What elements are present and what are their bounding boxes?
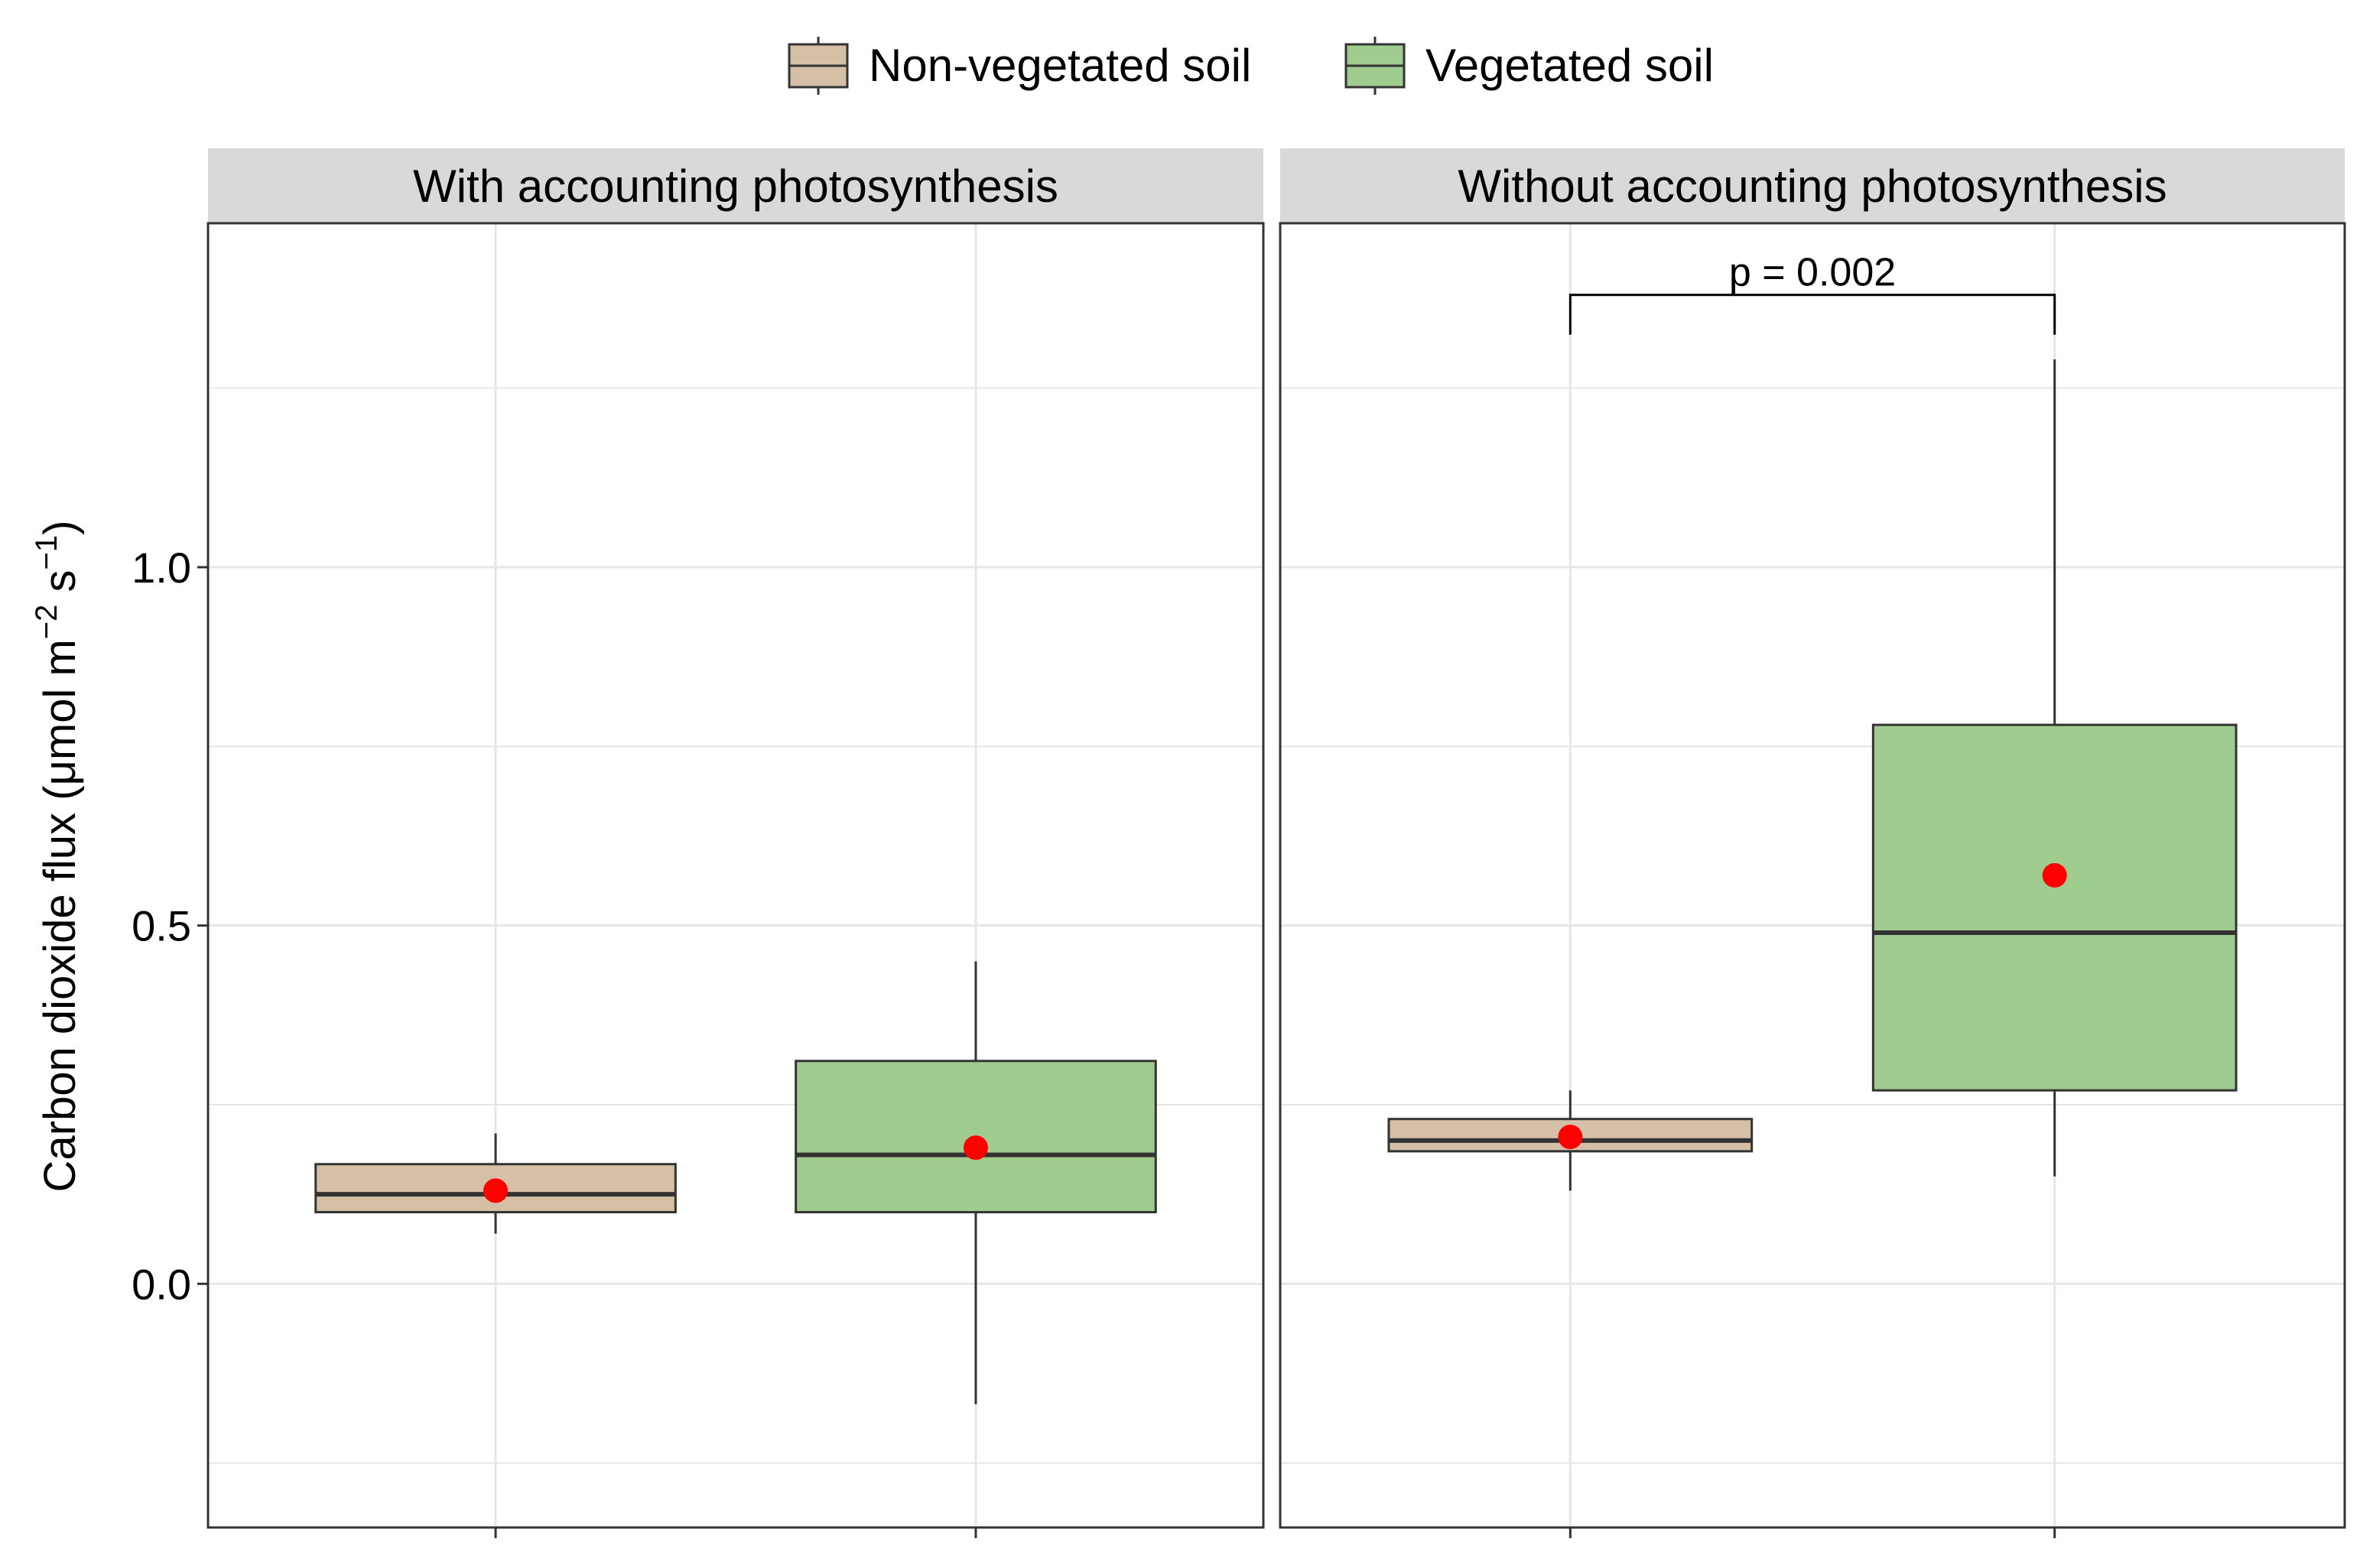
- y-axis-label: Carbon dioxide flux (μmol m−2 s−1): [30, 521, 85, 1193]
- y-axis: Carbon dioxide flux (μmol m−2 s−1) 0.0 0.…: [30, 521, 208, 1308]
- box-group: [1871, 359, 2238, 1177]
- panel: With accounting photosynthesis: [206, 148, 1265, 1538]
- box: [1871, 723, 2238, 1092]
- mean-point: [1558, 1125, 1583, 1150]
- y-tick-label: 0.0: [132, 1260, 191, 1308]
- panel-border: [206, 222, 1265, 1529]
- mean-point: [963, 1135, 988, 1161]
- legend: Non-vegetated soil Vegetated soil: [788, 37, 1714, 95]
- y-axis-label-main: Carbon dioxide flux (μmol m: [35, 639, 85, 1192]
- y-axis-label-sup1: −2: [30, 605, 63, 640]
- panel-background: [208, 223, 1263, 1527]
- mean-point: [2042, 863, 2067, 888]
- box-group: [1387, 1090, 1754, 1191]
- panel-title: Without accounting photosynthesis: [1458, 161, 2167, 212]
- legend-label: Non-vegetated soil: [869, 40, 1251, 91]
- significance-bracket: p = 0.002: [1568, 251, 2056, 335]
- panel-title: With accounting photosynthesis: [413, 161, 1058, 212]
- mean-point: [483, 1178, 509, 1203]
- panel-border: [1279, 222, 2346, 1529]
- panel: Without accounting photosynthesis p = 0.0…: [1279, 148, 2346, 1538]
- box-group: [795, 961, 1157, 1404]
- p-value-label: p = 0.002: [1729, 251, 1896, 295]
- panels: With accounting photosynthesis Without ac…: [206, 148, 2346, 1538]
- panel-strip: [208, 148, 1263, 223]
- legend-label: Vegetated soil: [1425, 40, 1714, 91]
- bracket-line: [1568, 294, 2056, 335]
- y-axis-label-mid: s: [35, 570, 85, 604]
- y-tick-label: 0.5: [132, 902, 191, 950]
- y-axis-label-end: ): [35, 521, 85, 535]
- box-group: [314, 1133, 677, 1234]
- panel-strip: [1280, 148, 2345, 223]
- y-tick-label: 1.0: [132, 544, 191, 592]
- y-axis-label-sup2: −1: [30, 535, 63, 570]
